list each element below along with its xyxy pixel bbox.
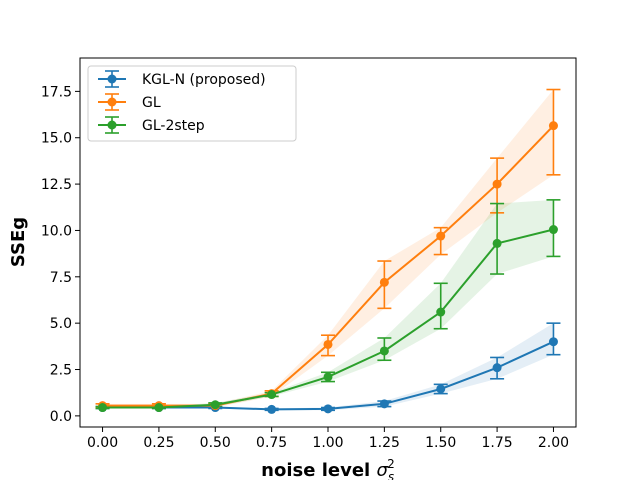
x-axis-label-text: noise level — [261, 460, 370, 480]
y-axis-ticks: 0.0 2.5 5.0 7.5 10.0 12.5 15.0 17.5 — [41, 84, 80, 425]
y-tick-label: 10.0 — [41, 223, 72, 239]
gl-2step-point — [267, 390, 277, 400]
legend-marker-gl-2step — [107, 120, 117, 130]
y-tick-label: 15.0 — [41, 131, 72, 147]
legend-label-gl: GL — [142, 95, 161, 111]
y-tick-label: 0.0 — [50, 409, 72, 425]
y-tick-label: 17.5 — [41, 84, 72, 100]
gl-2step-band — [102, 199, 554, 409]
kgl-n-proposed-point — [436, 384, 446, 394]
gl-2step-point — [323, 372, 333, 382]
legend-marker-gl — [107, 97, 117, 107]
kgl-n-proposed-point — [323, 404, 333, 414]
gl-2step-point — [379, 346, 389, 356]
y-tick-label: 12.5 — [41, 177, 72, 193]
gl-2step-point — [154, 403, 164, 413]
kgl-n-proposed-point — [492, 363, 502, 373]
x-tick-label: 0.00 — [87, 435, 118, 451]
gl-2step-point — [492, 238, 502, 248]
x-axis-label: noise level σs2 — [261, 457, 395, 480]
gl-2step-point — [548, 225, 558, 235]
x-axis-label-symbol: σ — [376, 460, 388, 480]
x-tick-label: 0.50 — [200, 435, 231, 451]
gl-point — [492, 179, 502, 189]
legend-label-gl-2step: GL-2step — [142, 118, 205, 134]
legend-frame — [87, 65, 297, 142]
y-tick-label: 5.0 — [50, 316, 72, 332]
gl-point — [436, 231, 446, 241]
gl-2step-point — [210, 400, 220, 410]
legend-marker-kgl-n-proposed — [107, 74, 117, 84]
y-tick-label: 7.5 — [50, 270, 72, 286]
x-tick-label: 1.75 — [482, 435, 513, 451]
gl-2step-point — [98, 403, 108, 413]
x-tick-label: 2.00 — [538, 435, 569, 451]
kgl-n-proposed-point — [548, 337, 558, 347]
y-tick-label: 2.5 — [50, 363, 72, 379]
gl-point — [548, 121, 558, 131]
kgl-n-proposed-point — [267, 404, 277, 414]
x-tick-label: 0.75 — [256, 435, 287, 451]
x-axis-label-sup: 2 — [387, 457, 395, 471]
x-axis-ticks: 0.00 0.25 0.50 0.75 1.00 1.25 1.50 1.75 2.00 — [87, 427, 569, 451]
legend: KGL-N (proposed) GL GL-2step — [87, 65, 297, 142]
gl-point — [379, 277, 389, 287]
legend-label-kgl-n-proposed: KGL-N (proposed) — [142, 72, 266, 88]
x-tick-label: 1.25 — [369, 435, 400, 451]
y-axis-label: SSEg — [8, 217, 29, 267]
kgl-n-proposed-point — [379, 399, 389, 409]
x-tick-label: 1.50 — [425, 435, 456, 451]
x-axis-label-sub: s — [388, 470, 394, 480]
gl-2step-point — [436, 307, 446, 317]
x-tick-label: 1.00 — [312, 435, 343, 451]
gl-point — [323, 339, 333, 349]
series-markers — [98, 121, 558, 414]
x-tick-label: 0.25 — [143, 435, 174, 451]
